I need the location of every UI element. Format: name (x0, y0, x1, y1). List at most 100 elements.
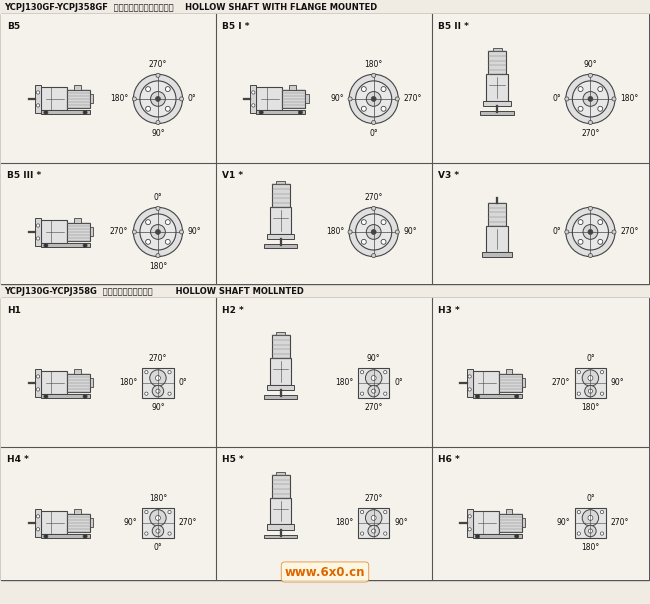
Bar (283, 90, 306, 108)
Text: 0°: 0° (586, 354, 595, 363)
Circle shape (588, 389, 592, 393)
Bar (41, 88, 67, 111)
Circle shape (361, 532, 364, 535)
Bar (142, 508, 174, 538)
Text: 180°: 180° (365, 60, 383, 69)
Text: 90°: 90° (124, 518, 137, 527)
Text: 180°: 180° (119, 379, 137, 387)
Circle shape (573, 81, 608, 117)
Circle shape (583, 92, 598, 106)
Bar (493, 48, 502, 51)
Bar (41, 394, 90, 397)
Text: 0°: 0° (552, 228, 561, 237)
Text: 90°: 90° (611, 379, 625, 387)
Circle shape (372, 254, 376, 258)
Circle shape (146, 86, 151, 92)
Circle shape (368, 525, 380, 537)
Text: 0°: 0° (369, 129, 378, 138)
Circle shape (372, 120, 376, 124)
Circle shape (83, 535, 87, 538)
Bar (272, 335, 290, 358)
Circle shape (384, 370, 387, 374)
Text: H6 *: H6 * (438, 455, 460, 464)
Text: B5 I *: B5 I * (222, 22, 250, 31)
Circle shape (150, 510, 166, 526)
Circle shape (156, 120, 160, 124)
Circle shape (598, 106, 603, 111)
Text: H5 *: H5 * (222, 455, 244, 464)
Bar (1, 163, 216, 284)
Circle shape (384, 392, 387, 396)
Circle shape (356, 81, 392, 117)
Bar (67, 90, 90, 108)
Circle shape (361, 220, 367, 225)
Circle shape (36, 237, 40, 240)
Bar (432, 163, 649, 284)
Bar (473, 512, 499, 535)
Bar (35, 369, 41, 397)
Text: 0°: 0° (586, 494, 595, 503)
Bar (270, 207, 291, 234)
Circle shape (612, 230, 616, 234)
Text: 180°: 180° (149, 262, 167, 271)
Bar (267, 524, 294, 530)
Text: 90°: 90° (395, 518, 408, 527)
Circle shape (151, 92, 165, 106)
Bar (74, 85, 81, 90)
Circle shape (395, 97, 399, 101)
Text: H1: H1 (7, 306, 21, 315)
Bar (484, 101, 511, 106)
Circle shape (588, 97, 593, 101)
Circle shape (468, 388, 471, 391)
Bar (480, 111, 514, 115)
Text: 270°: 270° (149, 60, 167, 69)
Circle shape (601, 370, 604, 374)
Bar (90, 228, 94, 237)
Circle shape (252, 104, 255, 107)
Circle shape (381, 220, 386, 225)
Text: 0°: 0° (395, 379, 403, 387)
Bar (256, 111, 306, 114)
Circle shape (36, 388, 40, 391)
Circle shape (151, 225, 165, 239)
Circle shape (145, 510, 148, 513)
Circle shape (145, 392, 148, 396)
Circle shape (578, 106, 583, 111)
Bar (41, 535, 90, 538)
Bar (522, 518, 525, 527)
Circle shape (348, 230, 352, 234)
Bar (74, 369, 81, 374)
Circle shape (588, 254, 592, 258)
Circle shape (588, 230, 593, 234)
Circle shape (365, 370, 382, 386)
Text: 90°: 90° (151, 403, 164, 412)
Circle shape (381, 239, 386, 244)
Bar (74, 509, 81, 514)
Circle shape (598, 86, 603, 92)
Bar (67, 374, 90, 392)
Circle shape (566, 74, 615, 124)
Text: 180°: 180° (581, 403, 599, 412)
Bar (575, 508, 606, 538)
Circle shape (367, 92, 381, 106)
Circle shape (577, 370, 580, 374)
Bar (267, 234, 294, 239)
Bar (358, 508, 389, 538)
Text: H3 *: H3 * (438, 306, 460, 315)
Circle shape (146, 106, 151, 111)
Circle shape (83, 394, 87, 399)
Circle shape (475, 394, 480, 399)
Text: YCPJ130GF-YCPJ358GF  空心轴法兰式联接（安装）    HOLLOW SHAFT WITH FLANGE MOUNTED: YCPJ130GF-YCPJ358GF 空心轴法兰式联接（安装） HOLLOW … (4, 2, 377, 11)
Bar (522, 379, 525, 387)
Text: YCPJ130G-YCPJ358G  空心轴式联接（安装）        HOLLOW SHAFT MOLLNTED: YCPJ130G-YCPJ358G 空心轴式联接（安装） HOLLOW SHAF… (4, 286, 304, 295)
Text: 270°: 270° (403, 94, 422, 103)
Bar (216, 163, 432, 284)
Bar (35, 509, 41, 537)
Circle shape (365, 510, 382, 526)
Circle shape (577, 392, 580, 396)
Text: www.6x0.cn: www.6x0.cn (285, 565, 365, 579)
Bar (358, 368, 389, 397)
Text: 180°: 180° (326, 228, 344, 237)
Circle shape (44, 243, 48, 248)
Bar (432, 298, 649, 447)
